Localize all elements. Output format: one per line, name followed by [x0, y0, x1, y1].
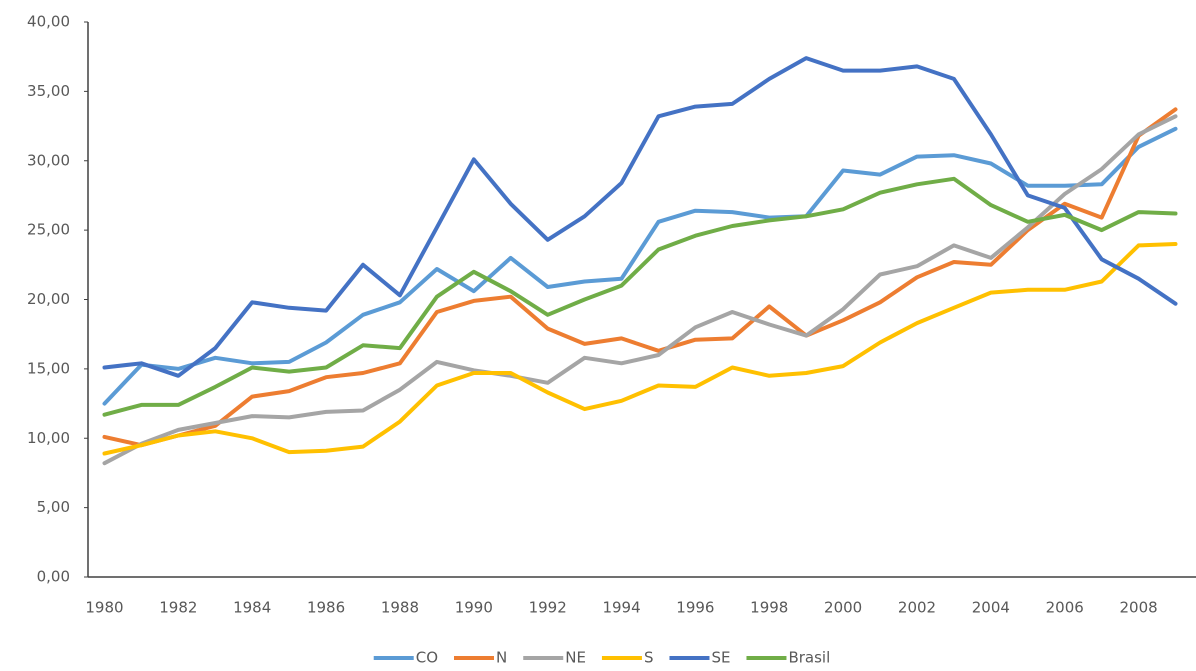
line-series: [102, 176, 1178, 417]
y-tick-label: 25,00: [27, 221, 70, 239]
x-tick-label: 1986: [307, 599, 345, 617]
x-tick-label: 2002: [898, 599, 936, 617]
legend-label: S: [644, 649, 654, 667]
legend-label: SE: [711, 649, 730, 667]
x-tick-label: 1994: [602, 599, 640, 617]
x-tick-label: 1980: [85, 599, 123, 617]
x-tick-label: 2004: [972, 599, 1010, 617]
y-tick-label: 0,00: [37, 568, 70, 586]
y-tick-label: 10,00: [27, 429, 70, 447]
x-tick-label: 1990: [455, 599, 493, 617]
x-tick-label: 2008: [1120, 599, 1158, 617]
legend-label: Brasil: [788, 649, 830, 667]
y-tick-label: 40,00: [27, 13, 70, 31]
line-series: [102, 56, 1178, 378]
legend-label: NE: [565, 649, 586, 667]
legend-label: CO: [416, 649, 438, 667]
line-series: [102, 242, 1178, 456]
y-tick-label: 35,00: [27, 82, 70, 100]
y-tick-label: 5,00: [37, 498, 70, 516]
y-tick-label: 15,00: [27, 359, 70, 377]
x-tick-label: 1996: [676, 599, 714, 617]
x-tick-label: 1984: [233, 599, 271, 617]
x-tick-label: 1992: [529, 599, 567, 617]
legend: CO N NE S SE Brasil: [373, 649, 830, 667]
x-tick-label: 1982: [159, 599, 197, 617]
x-tick-label: 2006: [1046, 599, 1084, 617]
x-tick-label: 2000: [824, 599, 862, 617]
x-tick-label: 1988: [381, 599, 419, 617]
line-series: [102, 114, 1178, 466]
legend-label: N: [496, 649, 507, 667]
x-tick-label: 1998: [750, 599, 788, 617]
line-series: [102, 107, 1178, 448]
y-tick-label: 30,00: [27, 151, 70, 169]
line-series: [102, 126, 1178, 406]
y-tick-label: 20,00: [27, 290, 70, 308]
